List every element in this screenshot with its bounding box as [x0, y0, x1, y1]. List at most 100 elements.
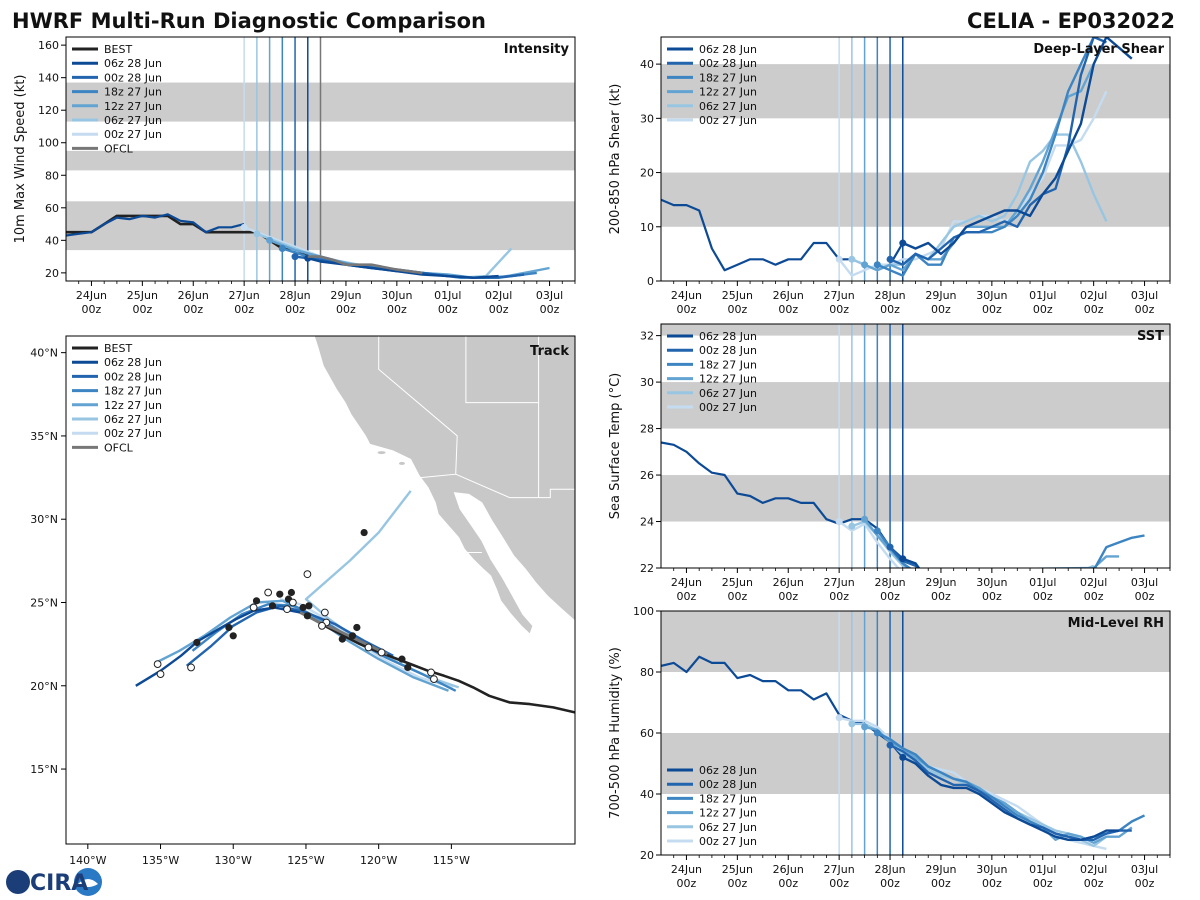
intensity-init-marker — [278, 244, 286, 252]
sst-init-marker — [861, 515, 869, 523]
intensity-xtick-sublabel: 00z — [183, 303, 203, 316]
shear-series-r12z27 — [864, 63, 1095, 272]
rh-title: Mid-Level RH — [1068, 616, 1164, 631]
rh-plot-area — [661, 611, 1170, 855]
track-ytick-label: 35°N — [30, 430, 58, 443]
shear-panel: 01020304024Jun00z25Jun00z26Jun00z27Jun00… — [608, 36, 1171, 316]
shear-ytick-label: 40 — [640, 58, 654, 71]
track-marker-filled — [398, 655, 406, 663]
shear-legend-label: 18z 27 Jun — [699, 71, 757, 84]
sst-xtick-sublabel: 00z — [1135, 590, 1155, 603]
shear-init-marker — [873, 261, 881, 269]
track-marker-filled — [404, 663, 412, 672]
rh-xtick-label: 01Jul — [1029, 863, 1056, 876]
intensity-xtick-sublabel: 00z — [489, 303, 509, 316]
intensity-title: Intensity — [504, 42, 570, 57]
track-marker-open — [249, 603, 258, 612]
shear-xtick-label: 03Jul — [1131, 289, 1158, 302]
shear-init-marker — [848, 255, 856, 263]
figure-title: HWRF Multi-Run Diagnostic Comparison — [12, 9, 486, 33]
shear-plot-area — [661, 37, 1170, 281]
shear-legend-label: 00z 27 Jun — [699, 114, 757, 127]
bird-icon — [78, 879, 98, 887]
sst-series-r06z28 — [902, 557, 921, 568]
intensity-ytick-label: 140 — [38, 72, 59, 85]
national-border — [455, 473, 575, 499]
intensity-plot-area — [66, 37, 575, 281]
rh-xtick-label: 26Jun — [773, 863, 804, 876]
rh-xtick-sublabel: 00z — [880, 877, 900, 890]
shear-legend-label: 06z 28 Jun — [699, 43, 757, 56]
intensity-legend-label: 06z 27 Jun — [104, 114, 162, 127]
sst-init-marker — [899, 555, 907, 563]
rh-xtick-sublabel: 00z — [1084, 877, 1104, 890]
intensity-xtick-sublabel: 00z — [132, 303, 152, 316]
rh-xtick-sublabel: 00z — [982, 877, 1002, 890]
track-ytick-label: 25°N — [30, 596, 58, 609]
rh-xtick-label: 27Jun — [824, 863, 855, 876]
sst-init-marker — [835, 518, 843, 526]
rh-ytick-label: 100 — [633, 605, 654, 618]
intensity-observed-line — [66, 213, 245, 237]
state-border — [465, 336, 540, 404]
track-legend-label: 00z 28 Jun — [104, 370, 162, 383]
intensity-xtick-sublabel: 00z — [285, 303, 305, 316]
sst-xtick-sublabel: 00z — [1033, 590, 1053, 603]
track-marker-open — [303, 570, 312, 579]
intensity-xtick-label: 24Jun — [76, 289, 107, 302]
track-marker-filled — [338, 635, 346, 643]
shear-legend-label: 06z 27 Jun — [699, 100, 757, 113]
rh-init-marker — [886, 741, 894, 749]
sst-xtick-label: 29Jun — [925, 576, 956, 589]
intensity-xtick-label: 03Jul — [536, 289, 563, 302]
sst-xtick-sublabel: 00z — [778, 590, 798, 603]
track-legend-label: OFCL — [104, 441, 134, 454]
sst-xtick-label: 24Jun — [671, 576, 702, 589]
rh-xtick-label: 30Jun — [976, 863, 1007, 876]
track-legend-label: 00z 27 Jun — [104, 427, 162, 440]
rh-series-r00z28 — [889, 744, 1132, 841]
track-marker-open — [156, 670, 165, 679]
rh-xtick-label: 02Jul — [1080, 863, 1107, 876]
track-marker-filled — [193, 638, 201, 647]
rh-series-r18z27 — [876, 731, 1146, 841]
cira-globe-icon — [6, 870, 30, 894]
rh-xtick-label: 24Jun — [671, 863, 702, 876]
sst-init-marker — [886, 543, 894, 551]
track-marker-filled — [348, 632, 357, 640]
shear-xtick-sublabel: 00z — [778, 303, 798, 316]
track-panel: 140°W 135°W 130°W 125°W 120°W 115°W 15°N 20°N 25… — [30, 335, 576, 867]
track-ytick-label: 40°N — [30, 347, 58, 360]
rh-ytick-label: 40 — [640, 788, 654, 801]
track-xtick-label: 130°W — [215, 854, 252, 867]
rh-xtick-label: 29Jun — [925, 863, 956, 876]
rh-ytick-label: 20 — [640, 849, 654, 862]
intensity-ytick-label: 20 — [45, 267, 59, 280]
intensity-ytick-label: 80 — [45, 169, 59, 182]
intensity-xtick-label: 01Jul — [434, 289, 461, 302]
sst-legend-label: 18z 27 Jun — [699, 358, 757, 371]
sst-legend-label: 06z 27 Jun — [699, 387, 757, 400]
rh-legend-label: 18z 27 Jun — [699, 792, 757, 805]
shear-xtick-sublabel: 00z — [982, 303, 1002, 316]
track-marker-open — [377, 648, 386, 657]
rh-init-marker — [861, 723, 869, 731]
rh-legend-label: 00z 28 Jun — [699, 778, 757, 791]
intensity-init-marker — [240, 223, 248, 231]
island — [398, 461, 405, 465]
cira-logo: CIRA — [6, 868, 102, 896]
shear-xtick-label: 30Jun — [976, 289, 1007, 302]
rh-legend-label: 00z 27 Jun — [699, 835, 757, 848]
track-marker-filled — [305, 602, 313, 610]
track-ytick-label: 15°N — [30, 763, 58, 776]
sst-ytick-label: 22 — [640, 562, 654, 575]
shear-series-r00z28 — [889, 37, 1107, 266]
shear-xtick-label: 24Jun — [671, 289, 702, 302]
track-marker-filled — [276, 590, 284, 598]
track-marker-open — [187, 663, 195, 672]
intensity-xtick-label: 27Jun — [229, 289, 260, 302]
intensity-xtick-label: 30Jun — [381, 289, 412, 302]
sst-ytick-label: 30 — [640, 376, 654, 389]
sst-xtick-sublabel: 00z — [829, 590, 849, 603]
